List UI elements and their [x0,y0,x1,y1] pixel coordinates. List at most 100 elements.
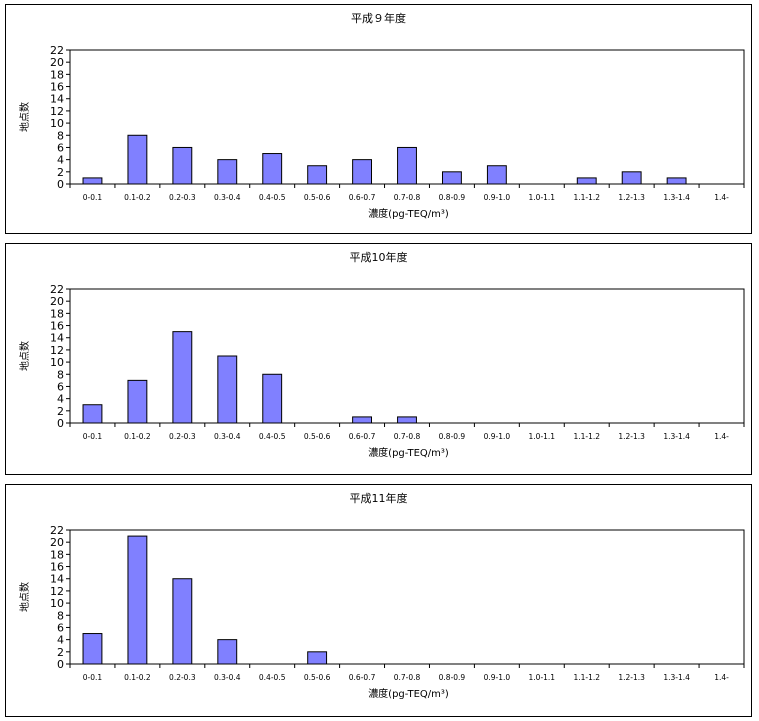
bar-0.1-0.2 [127,379,148,424]
x-tick-label: 1.1-1.2 [573,673,600,682]
x-tick-label: 0.2-0.3 [169,673,196,682]
chart-title: 平成11年度 [350,491,408,505]
bar-0-0.1 [82,177,103,185]
x-tick-label: 1.2-1.3 [618,673,645,682]
x-axis-label: 濃度(pg-TEQ/m³) [368,207,449,220]
bar-0.9-1.0 [486,165,507,185]
chart-title: 平成９年度 [351,11,406,25]
y-tick-label: 14 [50,573,64,586]
y-tick-label: 22 [50,44,64,57]
x-tick-label: 0.2-0.3 [169,432,196,441]
x-tick-label: 0.4-0.5 [259,193,286,202]
x-tick-label: 1.4- [714,673,729,682]
bar-0.1-0.2 [127,134,148,185]
bar-0.8-0.9 [441,171,462,185]
bar-0-0.1 [82,633,103,665]
y-tick-label: 22 [50,283,64,296]
y-tick-label: 20 [50,56,64,69]
y-axis-label: 地点数 [18,582,31,612]
x-tick-label: 0.8-0.9 [439,193,466,202]
y-tick-label: 8 [57,129,64,142]
y-tick-label: 8 [57,609,64,622]
y-tick-label: 16 [50,561,64,574]
x-tick-label: 0.9-1.0 [484,432,511,441]
x-tick-label: 0.1-0.2 [124,193,151,202]
y-tick-label: 16 [50,320,64,333]
y-tick-label: 10 [50,597,64,610]
x-tick-label: 1.2-1.3 [618,432,645,441]
y-tick-label: 6 [57,141,64,154]
bar-1.1-1.2 [576,177,597,185]
chart-panel-h11: 平成11年度 0 2 4 6 8 10 12 14 16 18 20 22 地点数 0-0.1 0.1-0.2… [5,484,752,717]
x-tick-label: 0.8-0.9 [439,432,466,441]
y-tick-label: 12 [50,105,64,118]
y-tick-label: 4 [57,393,64,406]
x-tick-label: 0.5-0.6 [304,432,331,441]
y-tick-label: 16 [50,81,64,94]
y-tick-label: 10 [50,117,64,130]
y-tick-label: 18 [50,307,64,320]
x-tick-label: 0.1-0.2 [124,673,151,682]
x-tick-label: 1.4- [714,432,729,441]
plot-area-frame [69,529,745,665]
y-tick-label: 14 [50,93,64,106]
x-tick-label: 0.4-0.5 [259,673,286,682]
y-tick-label: 14 [50,332,64,345]
x-tick-label: 1.0-1.1 [529,193,556,202]
x-tick-label: 0.6-0.7 [349,432,376,441]
x-tick-label: 1.3-1.4 [663,673,690,682]
y-tick-label: 2 [57,405,64,418]
y-tick-label: 12 [50,344,64,357]
x-tick-label: 1.0-1.1 [529,673,556,682]
x-tick-label: 1.1-1.2 [573,193,600,202]
y-tick-label: 8 [57,368,64,381]
chart-panel-h9: 平成９年度 0 2 4 6 8 10 12 14 16 18 20 22 地点数 0-0.1 0.1-0.2 0… [5,4,752,234]
y-tick-label: 18 [50,68,64,81]
x-tick-label: 0.1-0.2 [124,432,151,441]
x-tick-label: 0.6-0.7 [349,673,376,682]
bar-0.5-0.6 [307,651,328,665]
x-tick-label: 0.9-1.0 [484,673,511,682]
bar-0.2-0.3 [172,578,193,665]
y-tick-label: 0 [57,178,64,191]
bar-0.4-0.5 [262,373,283,424]
bar-0.3-0.4 [217,355,238,424]
x-tick-label: 0.4-0.5 [259,432,286,441]
chart-panel-h10: 平成10年度 0 2 4 6 8 10 12 14 16 18 20 22 地点数 0-0.1 0.1-0.2… [5,243,752,475]
bar-0.5-0.6 [307,165,328,185]
x-tick-label: 0-0.1 [83,193,103,202]
y-tick-label: 10 [50,356,64,369]
x-tick-label: 0.9-1.0 [484,193,511,202]
bar-0.2-0.3 [172,146,193,185]
y-tick-label: 20 [50,295,64,308]
plot-area-frame [69,288,745,424]
bar-1.3-1.4 [666,177,687,185]
x-tick-label: 1.3-1.4 [663,193,690,202]
x-tick-label: 0-0.1 [83,432,103,441]
bar-0.6-0.7 [352,416,373,424]
x-tick-label: 0.2-0.3 [169,193,196,202]
bar-0.3-0.4 [217,639,238,665]
x-tick-label: 1.2-1.3 [618,193,645,202]
x-tick-label: 0.3-0.4 [214,432,241,441]
x-axis-label: 濃度(pg-TEQ/m³) [368,446,449,459]
y-tick-label: 6 [57,621,64,634]
x-tick-label: 0.3-0.4 [214,673,241,682]
y-tick-label: 22 [50,524,64,537]
bar-0.7-0.8 [397,416,417,424]
x-axis-label: 濃度(pg-TEQ/m³) [368,687,449,700]
bar-0.7-0.8 [397,146,417,185]
y-tick-label: 20 [50,536,64,549]
x-tick-label: 1.3-1.4 [663,432,690,441]
y-axis-label: 地点数 [18,102,31,132]
bar-0-0.1 [82,404,103,424]
x-tick-label: 0.3-0.4 [214,193,241,202]
x-tick-label: 0.5-0.6 [304,193,331,202]
x-tick-label: 0.8-0.9 [439,673,466,682]
x-tick-label: 0.6-0.7 [349,193,376,202]
y-tick-label: 2 [57,166,64,179]
x-tick-label: 1.1-1.2 [573,432,600,441]
x-tick-label: 0.7-0.8 [394,432,421,441]
